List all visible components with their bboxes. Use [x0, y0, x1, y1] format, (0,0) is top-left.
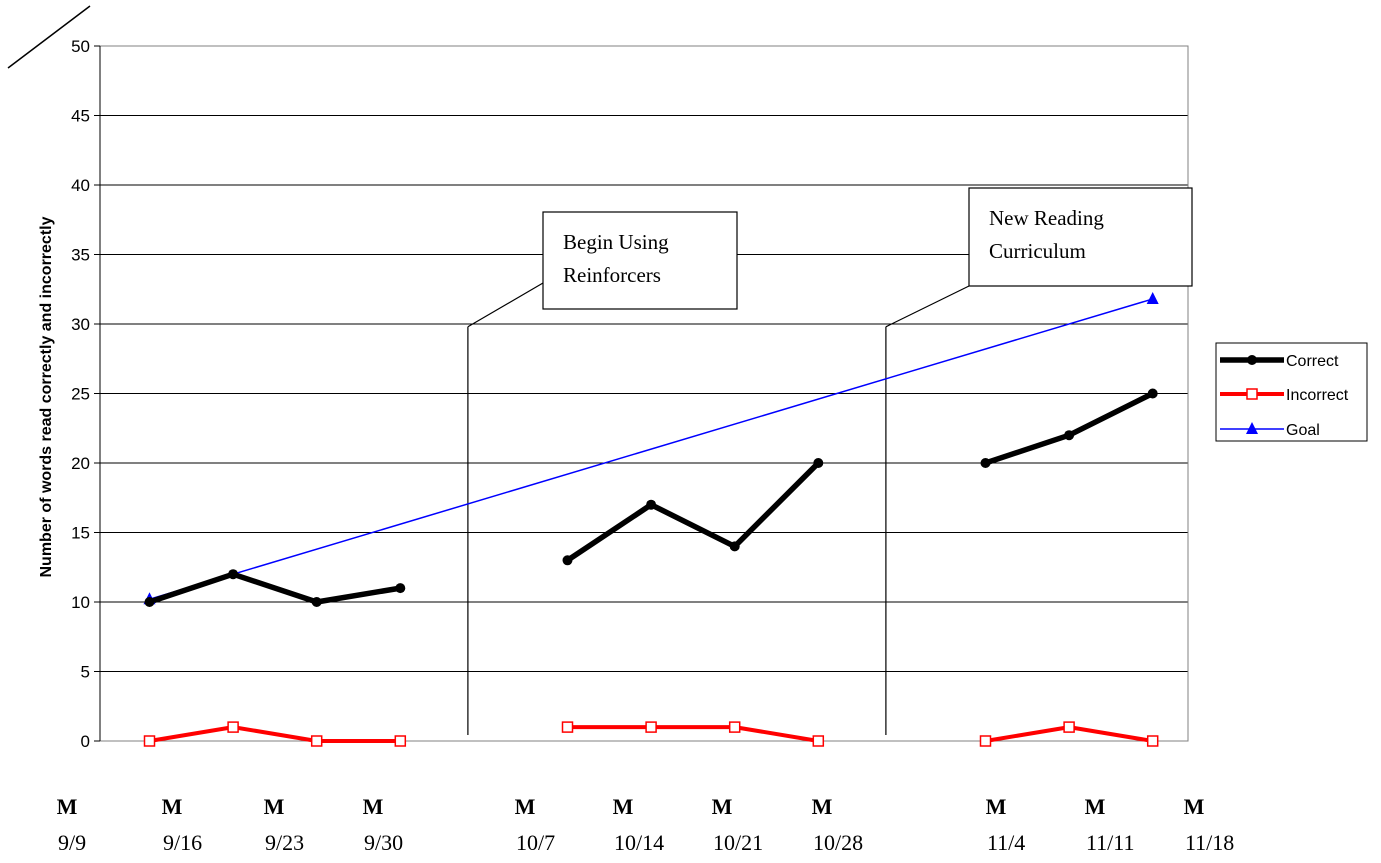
- point-correct: [646, 499, 657, 510]
- week-date-label: 11/4: [987, 830, 1025, 855]
- week-day-label: M: [57, 794, 78, 819]
- week-date-label: 10/21: [713, 830, 763, 855]
- series-line-incorrect: [567, 725, 819, 743]
- phase-change-leader: [885, 285, 970, 328]
- week-day-label: M: [712, 794, 733, 819]
- point-incorrect: [645, 721, 657, 733]
- legend-marker-incorrect: [1246, 388, 1258, 400]
- week-day-label: M: [1085, 794, 1106, 819]
- legend: Correct Incorrect Goal: [1215, 342, 1368, 442]
- point-incorrect: [394, 735, 407, 747]
- y-tick-label: 15: [71, 524, 90, 543]
- legend-marker-correct: [1247, 355, 1257, 365]
- point-incorrect: [227, 721, 239, 733]
- phase-annotation-box: [542, 211, 738, 310]
- y-tick-label: 0: [81, 732, 90, 751]
- legend-label-correct: Correct: [1286, 353, 1339, 370]
- point-incorrect: [310, 735, 323, 747]
- y-tick-label: 25: [71, 385, 90, 404]
- series-line-correct: [565, 461, 821, 563]
- x-axis-week-labels: M 9/9 M 9/16 M 9/23 M 9/30 M 10/7 M 10/14 M 10/21 M 10/…: [57, 794, 1235, 855]
- y-axis: 0 5 10 15 20 25 30 35 40 45 50: [71, 37, 101, 751]
- point-incorrect: [143, 735, 156, 747]
- phase-change-lines: Begin Using Reinforcers New Reading Curricu…: [467, 187, 1193, 735]
- gridlines: [100, 115, 1188, 672]
- week-date-label: 9/9: [58, 830, 86, 855]
- legend-label-incorrect: Incorrect: [1286, 387, 1349, 404]
- week-date-label: 11/18: [1185, 830, 1234, 855]
- week-day-label: M: [515, 794, 536, 819]
- y-tick-label: 45: [71, 107, 90, 126]
- series-line-incorrect: [149, 725, 401, 743]
- point-goal: [1146, 291, 1159, 304]
- week-date-label: 9/30: [364, 830, 403, 855]
- week-day-label: M: [812, 794, 833, 819]
- y-tick-label: 50: [71, 37, 90, 56]
- legend-label-goal: Goal: [1286, 422, 1320, 439]
- point-correct: [228, 569, 239, 580]
- week-day-label: M: [1184, 794, 1205, 819]
- corner-diagonal: [7, 5, 91, 69]
- y-tick-label: 35: [71, 246, 90, 265]
- point-incorrect: [728, 721, 741, 733]
- point-incorrect: [561, 721, 574, 733]
- phase-change-leader: [467, 282, 544, 328]
- y-axis-title: Number of words read correctly and incor…: [38, 216, 55, 577]
- week-day-label: M: [363, 794, 384, 819]
- point-incorrect: [1063, 721, 1075, 733]
- phase-annotation-box: [968, 187, 1193, 287]
- y-tick-label: 40: [71, 176, 90, 195]
- series-line-correct: [148, 571, 401, 605]
- y-tick-label: 30: [71, 315, 90, 334]
- series-line-correct: [984, 391, 1154, 466]
- point-incorrect: [979, 735, 992, 747]
- point-correct: [395, 583, 406, 594]
- phase-annotation-text: New Reading: [989, 206, 1104, 230]
- week-date-label: 9/23: [265, 830, 304, 855]
- week-day-label: M: [986, 794, 1007, 819]
- phase-annotation-text: Curriculum: [989, 239, 1086, 263]
- week-day-label: M: [162, 794, 183, 819]
- point-correct: [311, 597, 322, 607]
- y-tick-label: 20: [71, 454, 90, 473]
- week-day-label: M: [613, 794, 634, 819]
- point-correct: [729, 541, 740, 552]
- week-date-label: 9/16: [163, 830, 202, 855]
- week-day-label: M: [264, 794, 285, 819]
- week-date-label: 10/14: [614, 830, 664, 855]
- y-tick-label: 10: [71, 593, 90, 612]
- y-tick-label: 5: [81, 663, 90, 682]
- point-correct: [980, 458, 991, 468]
- point-correct: [1147, 388, 1158, 399]
- legend-marker-goal: [1246, 422, 1258, 434]
- point-incorrect: [1146, 735, 1159, 747]
- point-correct: [1064, 430, 1075, 441]
- week-date-label: 10/28: [813, 830, 863, 855]
- phase-annotation-text: Reinforcers: [563, 263, 661, 287]
- series-line-goal: [149, 298, 1153, 600]
- series-layer: [143, 291, 1159, 747]
- point-correct: [144, 597, 155, 607]
- week-date-label: 11/11: [1086, 830, 1134, 855]
- point-correct: [562, 555, 573, 566]
- week-date-label: 10/7: [516, 830, 555, 855]
- phase-annotation-text: Begin Using: [563, 230, 669, 254]
- point-incorrect: [812, 735, 825, 747]
- point-correct: [813, 458, 824, 468]
